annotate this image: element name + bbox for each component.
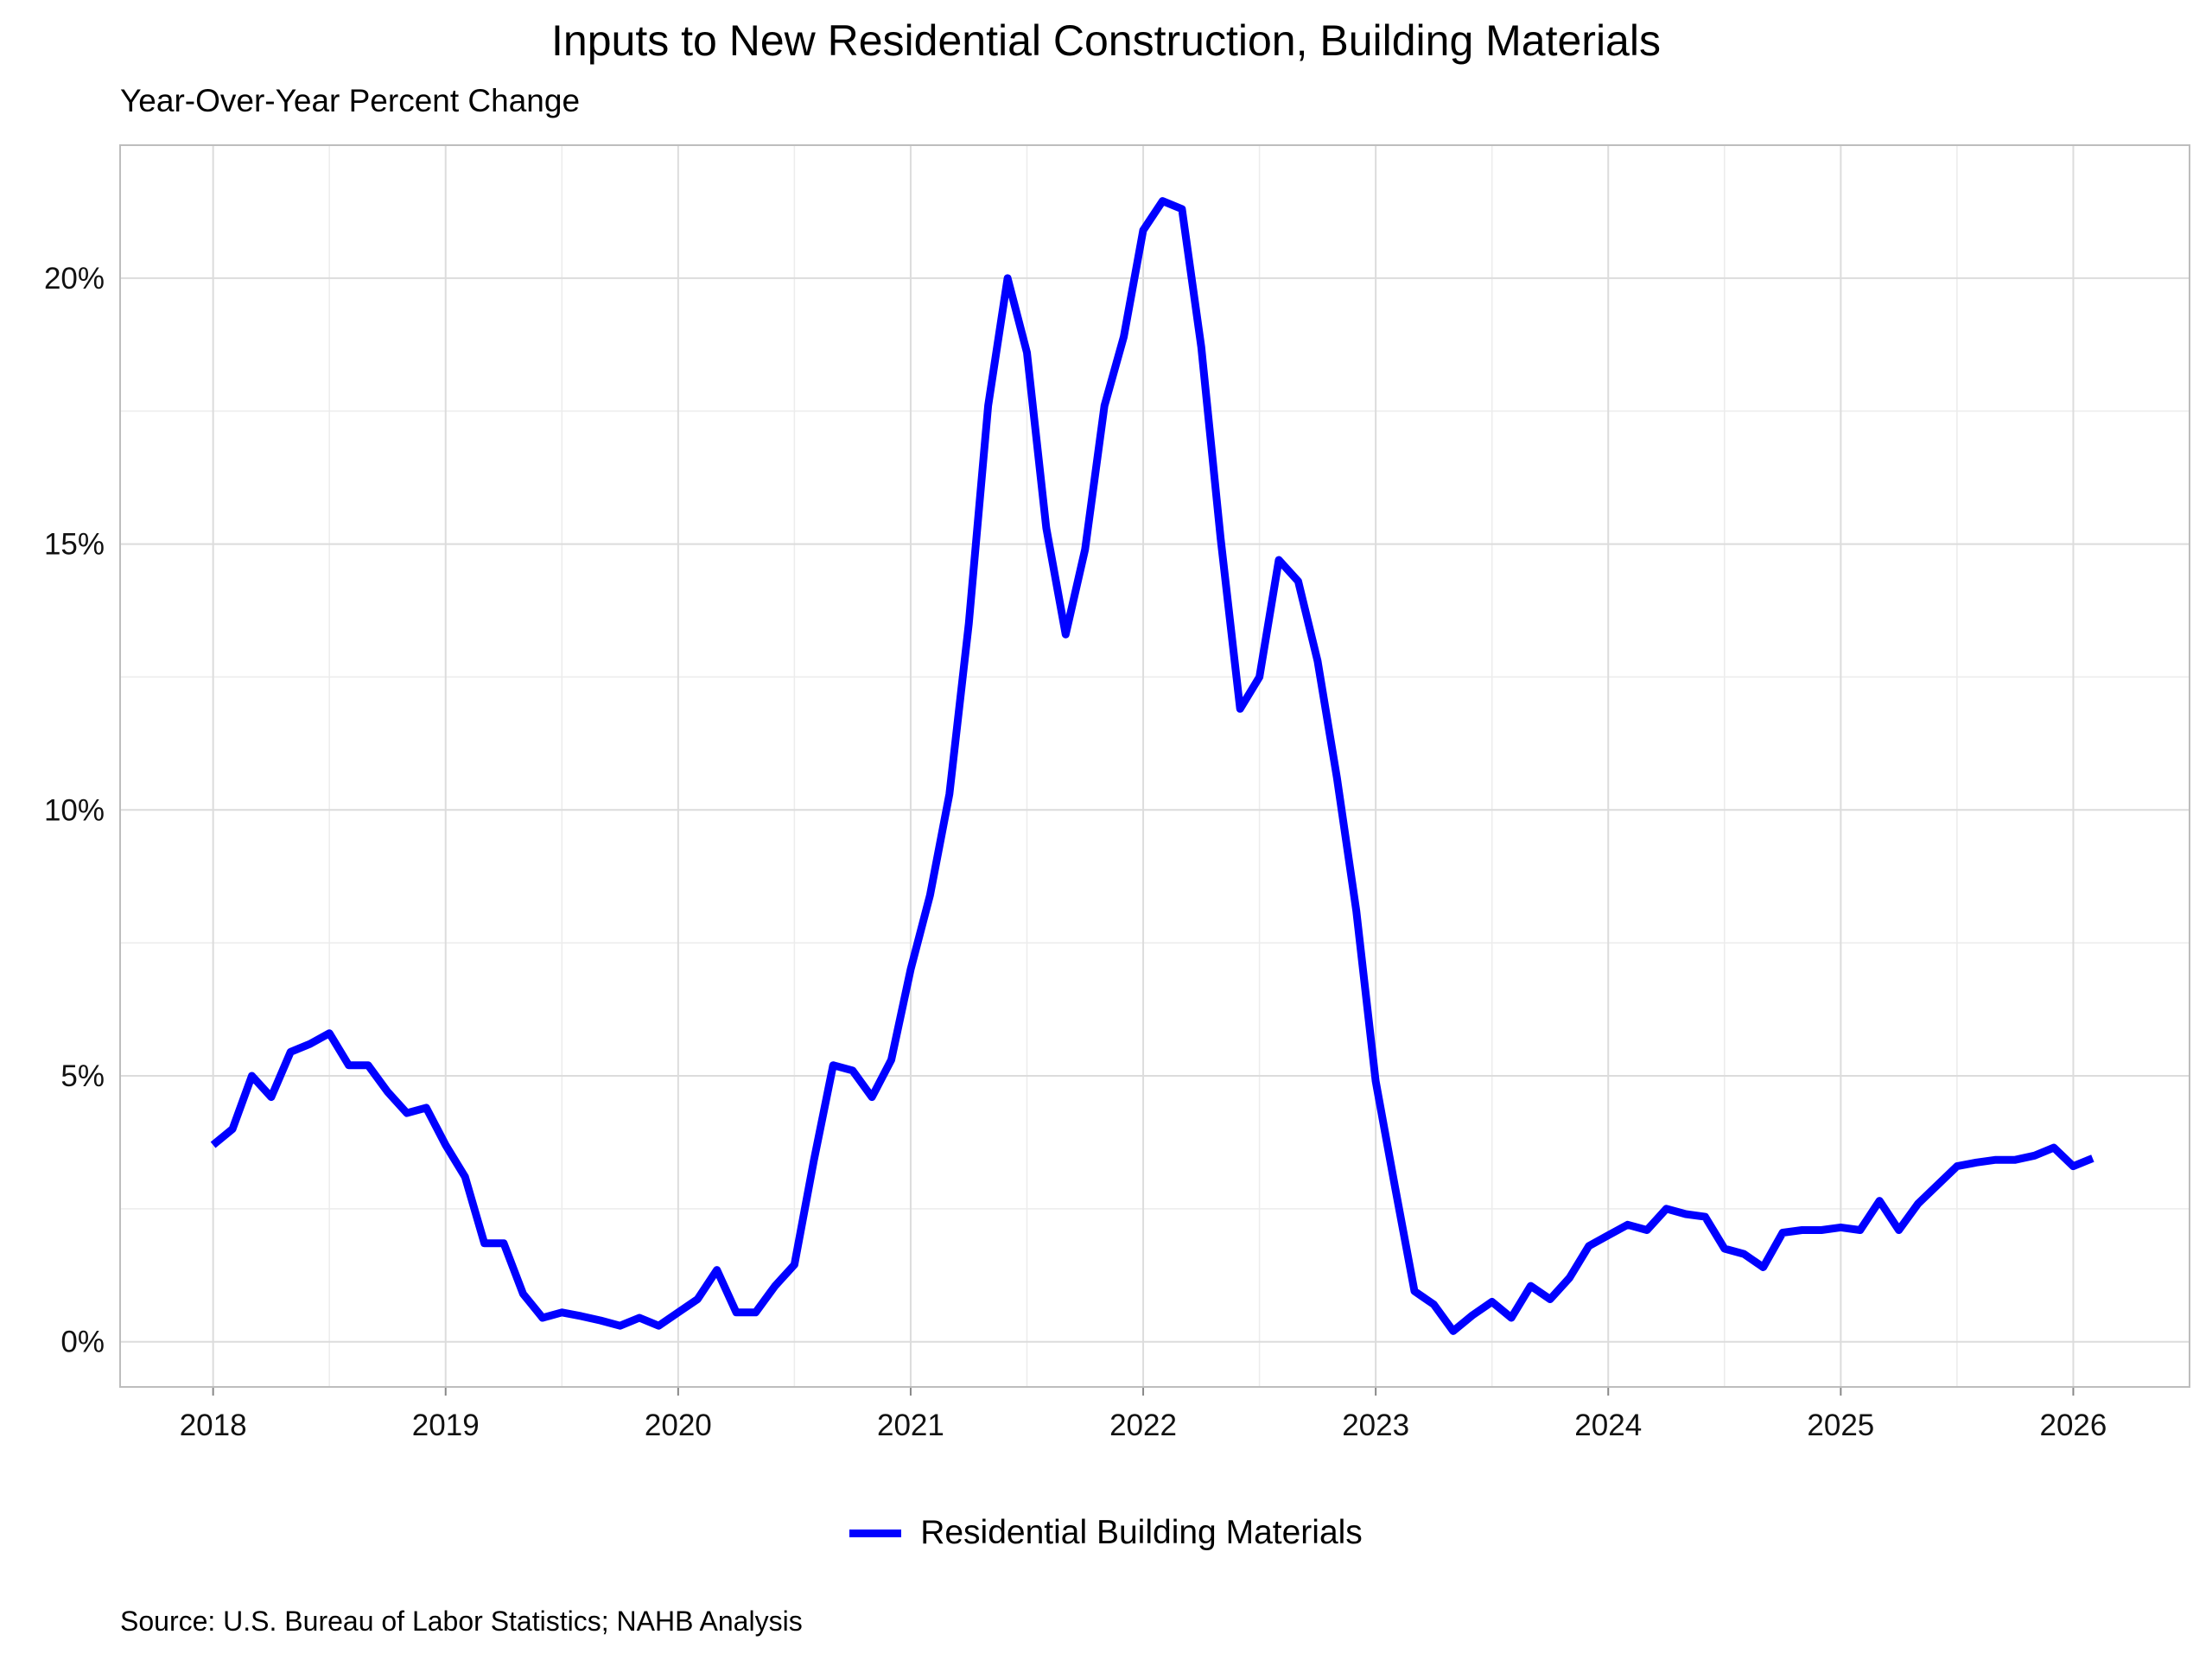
y-tick-label: 20%	[44, 262, 105, 296]
x-tick-label: 2020	[645, 1409, 712, 1442]
x-tick-label: 2026	[2040, 1409, 2107, 1442]
x-tick-label: 2021	[877, 1409, 944, 1442]
x-tick-label: 2022	[1109, 1409, 1177, 1442]
y-tick-label: 15%	[44, 528, 105, 562]
chart-subtitle: Year-Over-Year Percent Change	[120, 83, 581, 118]
source-note: Source: U.S. Bureau of Labor Statistics;…	[120, 1606, 803, 1637]
x-tick-label: 2025	[1807, 1409, 1874, 1442]
y-tick-label: 10%	[44, 793, 105, 827]
legend: Residential Building Materials	[0, 1514, 2212, 1552]
plot-border	[119, 144, 2190, 1388]
x-tick-label: 2024	[1574, 1409, 1642, 1442]
y-tick-label: 5%	[60, 1059, 105, 1093]
series-line-residential-building-materials	[210, 197, 2094, 1335]
x-tick-label: 2023	[1342, 1409, 1409, 1442]
x-tick-label: 2019	[412, 1409, 480, 1442]
legend-label: Residential Building Materials	[920, 1514, 1363, 1551]
y-tick-label: 0%	[60, 1326, 105, 1359]
chart-title: Inputs to New Residential Construction, …	[551, 16, 1661, 65]
legend-swatch	[849, 1529, 902, 1537]
x-tick-label: 2018	[180, 1409, 247, 1442]
